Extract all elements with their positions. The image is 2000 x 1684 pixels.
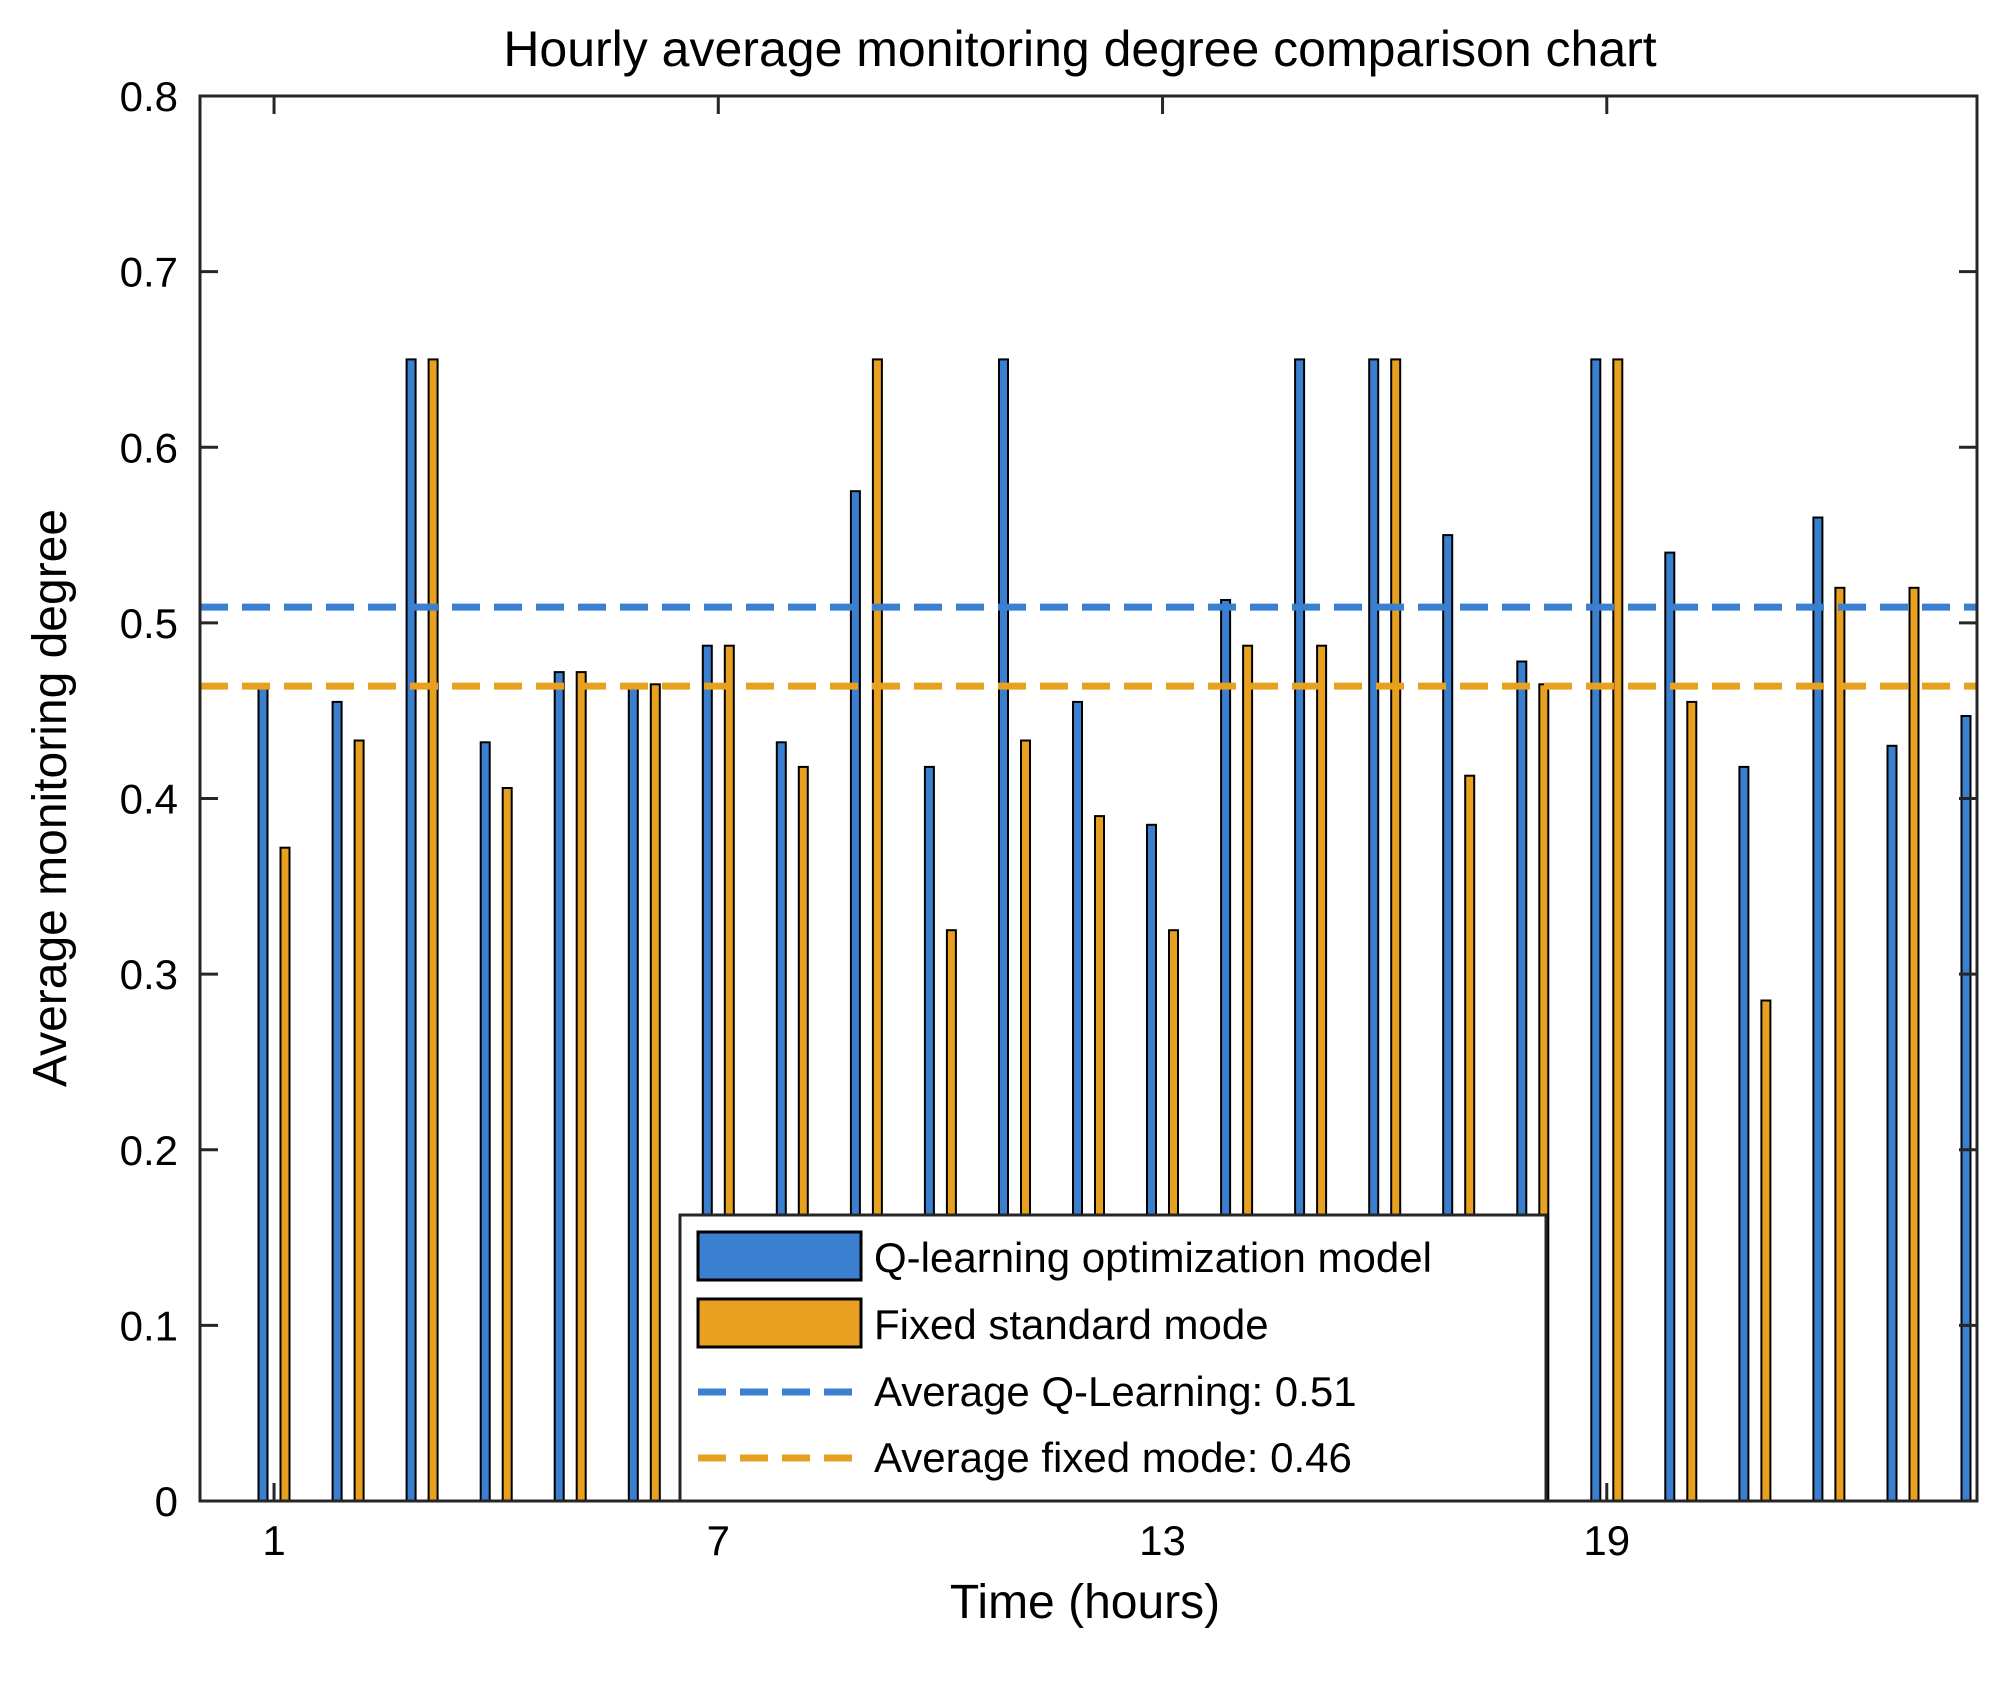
bar-series1-hour-3 (405, 358, 417, 1502)
y-tick-label: 0.8 (120, 73, 178, 120)
reference-lines-group (200, 603, 1977, 690)
y-tick-label: 0.3 (120, 951, 178, 998)
x-tick-label: 7 (707, 1517, 730, 1564)
bar-series1-hour-23 (1886, 744, 1898, 1502)
y-tick-label: 0.5 (120, 600, 178, 647)
y-tick-label: 0.1 (120, 1302, 178, 1349)
chart-title: Hourly average monitoring degree compari… (503, 21, 1656, 77)
bar-series1-hour-6 (627, 683, 639, 1502)
y-tick-label: 0.2 (120, 1127, 178, 1174)
legend-label-fixed: Fixed standard mode (874, 1301, 1269, 1348)
y-tick-label: 0.6 (120, 424, 178, 471)
bar-series1-hour-2 (331, 700, 343, 1502)
legend-label-average-q-learning: Average Q-Learning: 0.51 (874, 1368, 1357, 1415)
bar-series2-hour-5 (575, 671, 587, 1502)
bar-series1-hour-4 (479, 741, 491, 1502)
bar-series1-hour-21 (1738, 765, 1750, 1502)
legend-swatch-fixed (696, 1297, 863, 1349)
bar-series1-hour-20 (1664, 551, 1676, 1502)
legend: Q-learning optimization model Fixed stan… (678, 1213, 1548, 1503)
bar-series2-hour-19 (1612, 358, 1624, 1502)
y-tick-label: 0.7 (120, 249, 178, 296)
bar-series2-hour-2 (353, 739, 365, 1502)
bar-series1-hour-1 (257, 683, 269, 1502)
bar-series2-hour-22 (1834, 586, 1846, 1503)
bar-series2-hour-3 (427, 358, 439, 1502)
x-tick-label: 1 (262, 1517, 285, 1564)
x-tick-label: 13 (1139, 1517, 1186, 1564)
x-tick-label: 19 (1583, 1517, 1630, 1564)
bar-series2-hour-6 (649, 683, 661, 1502)
bar-series1-hour-22 (1812, 516, 1824, 1502)
y-tick-label: 0 (155, 1478, 178, 1525)
bar-series1-hour-5 (553, 671, 565, 1502)
bar-series1-hour-19 (1590, 358, 1602, 1502)
bar-series2-hour-21 (1760, 999, 1772, 1502)
bar-series1-hour-24 (1960, 715, 1972, 1502)
bar-series2-hour-4 (501, 787, 513, 1502)
bar-series2-hour-20 (1686, 700, 1698, 1502)
x-axis-title: Time (hours) (950, 1576, 1220, 1629)
legend-swatch-q-learning (696, 1230, 863, 1282)
ticks-group: 0 0.1 0.2 0.3 0.4 0.5 0.6 0.7 0.8 1 7 13 19 (120, 73, 1977, 1564)
y-tick-label: 0.4 (120, 776, 178, 823)
y-axis-title: Average monitoring degree (24, 509, 77, 1087)
bar-series2-hour-23 (1908, 586, 1920, 1503)
legend-label-average-fixed: Average fixed mode: 0.46 (874, 1434, 1352, 1481)
legend-label-q-learning: Q-learning optimization model (874, 1234, 1432, 1281)
bar-series2-hour-1 (279, 846, 291, 1502)
